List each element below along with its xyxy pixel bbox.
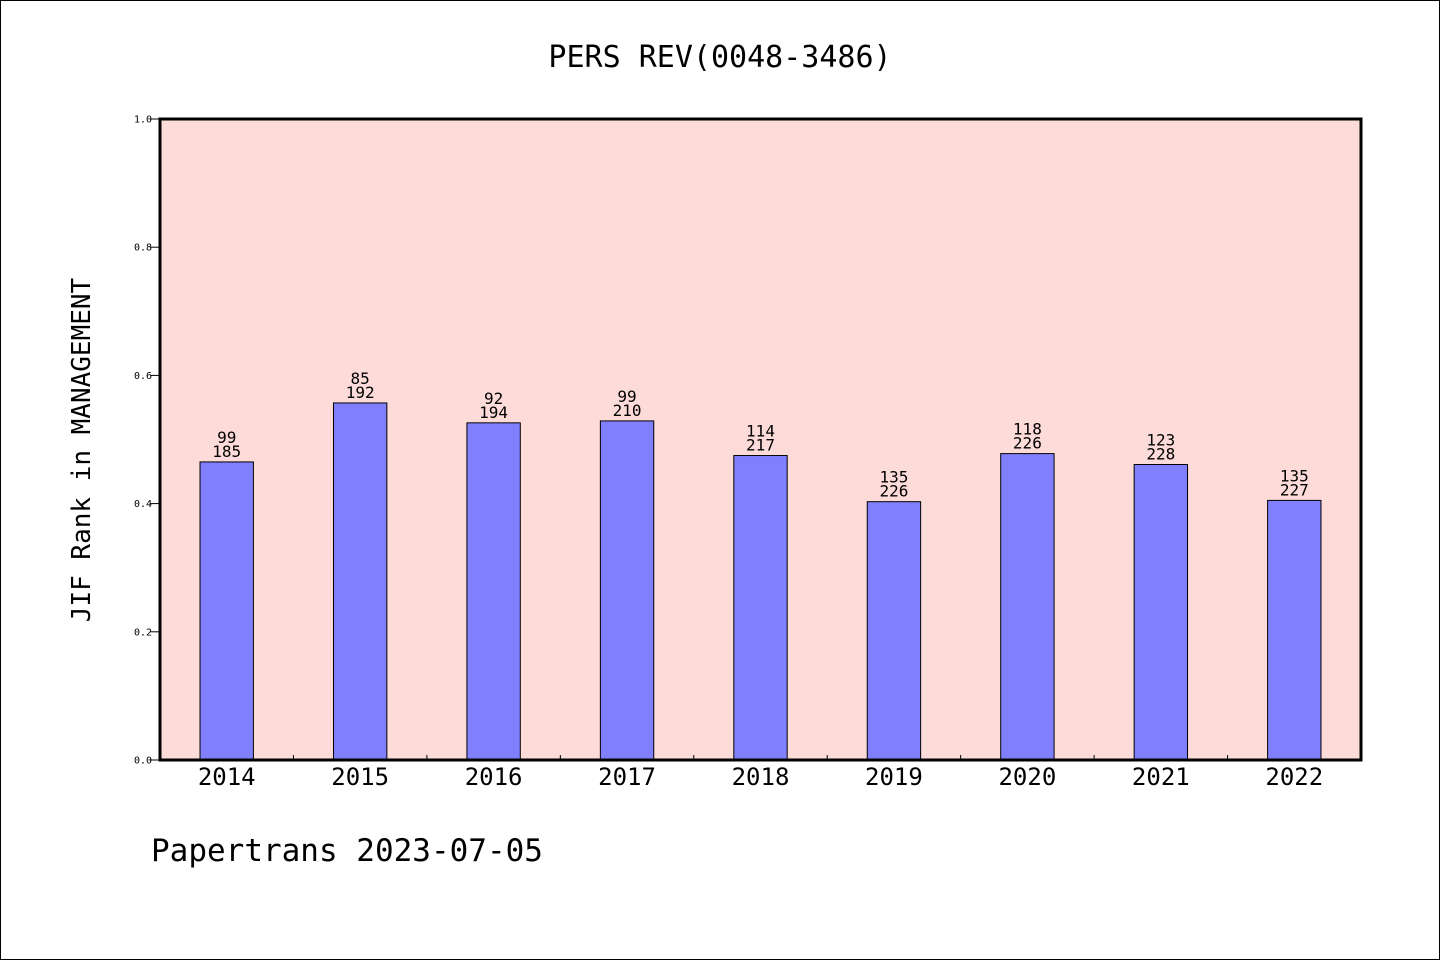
x-tick-label: 2016 xyxy=(465,763,523,791)
x-tick-label: 2021 xyxy=(1132,763,1190,791)
y-tick-label: 1.0 xyxy=(134,115,152,126)
bar-label-rank: 135 xyxy=(879,468,908,487)
bar-2017 xyxy=(599,420,655,761)
y-tick-label: 0.8 xyxy=(134,243,152,254)
x-tick-label: 2014 xyxy=(198,763,256,791)
x-tick-label: 2018 xyxy=(732,763,790,791)
bar-label-rank: 123 xyxy=(1146,430,1175,449)
x-axis: 2014 2015 2016 2017 2018 2019 2020 2021 2022 xyxy=(198,755,1323,791)
bars xyxy=(199,402,1322,761)
bar-label-rank: 114 xyxy=(746,422,775,441)
y-axis-label: JIF Rank in MANAGEMENT xyxy=(67,277,97,622)
bar-label-total: 226 xyxy=(879,482,908,501)
footer-caption: Papertrans 2023-07-05 xyxy=(151,833,543,869)
x-tick-label: 2020 xyxy=(998,763,1056,791)
bar-label-total: 210 xyxy=(613,401,642,420)
y-tick-label: 0.2 xyxy=(134,627,152,638)
bar-label-total: 194 xyxy=(479,403,508,422)
bar-label-total: 226 xyxy=(1013,434,1042,453)
bar-2022 xyxy=(1267,499,1322,761)
bar-2018 xyxy=(733,455,788,761)
bar-label-rank: 99 xyxy=(217,428,236,447)
bar-label-total: 217 xyxy=(746,436,775,455)
bar-label-total: 185 xyxy=(212,442,241,461)
bar-label-rank: 135 xyxy=(1280,466,1309,485)
y-tick-label: 0.4 xyxy=(134,499,152,510)
bar-2021 xyxy=(1133,463,1189,761)
bar-label-total: 227 xyxy=(1280,480,1309,499)
bar-label-rank: 92 xyxy=(484,389,503,408)
y-axis: 0.0 0.2 0.4 0.6 0.8 1.0 xyxy=(134,115,160,767)
bar-2019 xyxy=(866,501,922,761)
y-tick-label: 0.6 xyxy=(134,371,152,382)
chart-title: PERS REV(0048-3486) xyxy=(548,40,891,75)
y-tick-label: 0.0 xyxy=(134,756,152,767)
bar-2015 xyxy=(332,402,388,761)
bar-label-rank: 118 xyxy=(1013,420,1042,439)
bar-2014 xyxy=(199,461,254,761)
bar-label-total: 228 xyxy=(1146,444,1175,463)
plot-border xyxy=(158,117,1363,762)
x-tick-label: 2017 xyxy=(598,763,656,791)
x-tick-label: 2019 xyxy=(865,763,923,791)
x-tick-label: 2015 xyxy=(331,763,389,791)
bar-label-rank: 99 xyxy=(617,387,636,406)
x-tick-label: 2022 xyxy=(1265,763,1323,791)
bar-label-rank: 85 xyxy=(351,369,370,388)
bar-2016 xyxy=(466,422,521,761)
bar-label-total: 192 xyxy=(346,383,375,402)
bar-2020 xyxy=(1000,453,1055,761)
